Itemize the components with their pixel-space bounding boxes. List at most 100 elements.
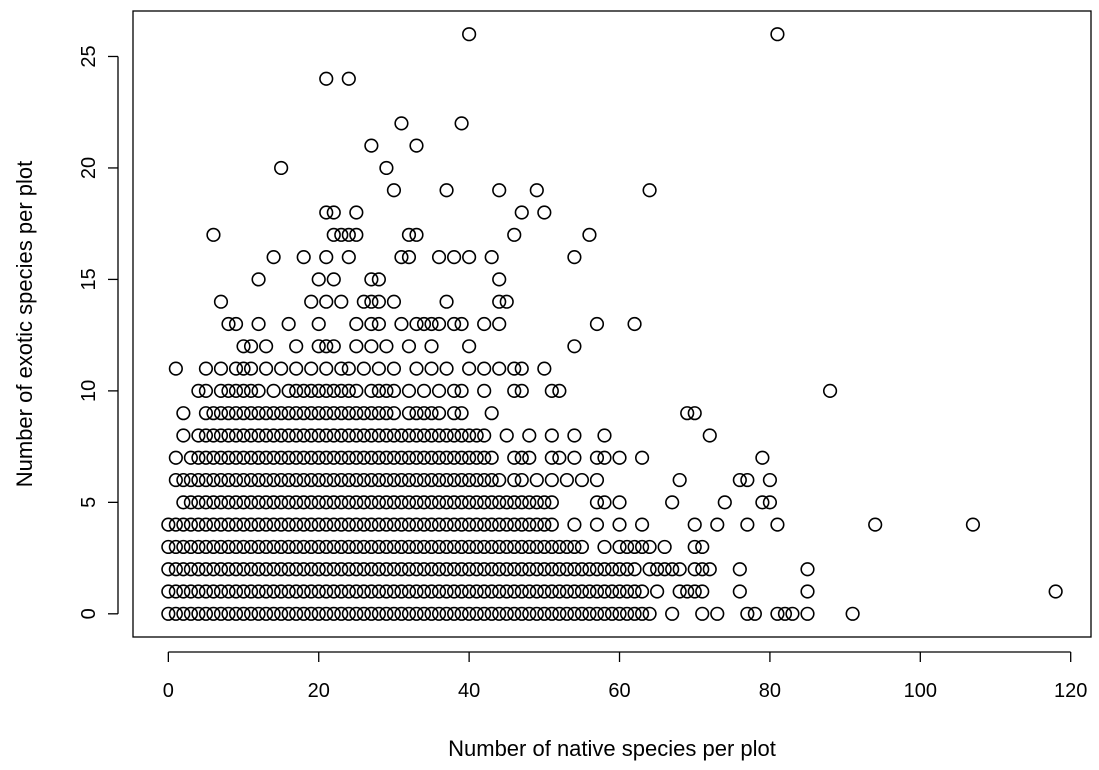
data-point (492, 495, 507, 510)
data-point (311, 562, 326, 577)
data-point (304, 539, 319, 555)
data-point (529, 562, 544, 577)
data-point (514, 205, 529, 220)
data-point (777, 606, 793, 621)
data-point (514, 517, 529, 532)
data-point (349, 472, 364, 488)
data-point (176, 562, 191, 577)
data-point (213, 428, 229, 443)
data-point (221, 495, 236, 510)
data-point (552, 539, 567, 555)
data-point (477, 606, 492, 621)
data-point (274, 517, 289, 532)
data-point (311, 472, 326, 488)
data-point (168, 539, 183, 555)
data-point (341, 562, 356, 577)
data-point (304, 428, 319, 443)
data-point (589, 472, 605, 488)
data-point (431, 316, 447, 332)
data-point (198, 428, 214, 443)
data-point (289, 584, 304, 599)
data-point (612, 584, 627, 599)
data-point (424, 339, 439, 354)
data-point (462, 517, 477, 532)
data-point (567, 250, 582, 265)
data-point (183, 562, 198, 577)
data-point (289, 606, 304, 621)
data-point (251, 562, 266, 577)
data-point (243, 606, 259, 621)
data-point (800, 606, 815, 621)
data-point (822, 383, 838, 398)
data-point (507, 450, 522, 465)
data-point (589, 495, 605, 510)
data-point (349, 562, 364, 577)
data-point (281, 539, 296, 555)
data-point (296, 450, 311, 465)
data-point (462, 250, 477, 265)
data-point (191, 383, 206, 398)
data-point (198, 406, 214, 421)
data-point (650, 562, 665, 577)
data-point (394, 495, 409, 510)
data-point (183, 495, 198, 510)
data-point (371, 539, 386, 555)
data-point (416, 406, 432, 421)
data-point (326, 517, 341, 532)
data-point (409, 361, 424, 376)
data-point (710, 517, 725, 532)
data-point (386, 428, 402, 443)
data-point (206, 584, 221, 599)
data-point (386, 294, 402, 309)
data-point (439, 428, 454, 443)
data-point (462, 428, 477, 443)
data-point (379, 406, 394, 421)
data-point (469, 584, 484, 599)
data-point (454, 517, 469, 532)
data-point (168, 361, 183, 376)
data-point (401, 606, 417, 621)
data-point (386, 539, 402, 555)
data-point (183, 472, 198, 488)
data-point (424, 517, 439, 532)
data-point (416, 562, 432, 577)
data-point (537, 606, 552, 621)
data-point (251, 472, 266, 488)
data-point (477, 361, 492, 376)
data-point (492, 472, 507, 488)
data-point (492, 183, 507, 198)
data-point (650, 584, 665, 599)
data-point (446, 495, 462, 510)
data-point (341, 450, 356, 465)
data-point (206, 428, 221, 443)
data-point (544, 495, 559, 510)
data-point (401, 517, 417, 532)
data-point (695, 539, 710, 555)
data-point (499, 584, 514, 599)
data-point (582, 606, 597, 621)
data-point (529, 539, 544, 555)
data-point (514, 539, 529, 555)
data-point (477, 383, 492, 398)
data-point (213, 539, 229, 555)
data-point (589, 562, 605, 577)
data-point (221, 606, 236, 621)
data-point (176, 539, 191, 555)
data-point (619, 539, 635, 555)
data-point (349, 584, 364, 599)
data-point (454, 539, 469, 555)
data-point (266, 584, 281, 599)
data-point (514, 495, 529, 510)
data-point (228, 406, 244, 421)
data-point (326, 406, 341, 421)
data-point (326, 428, 341, 443)
data-point (371, 272, 386, 287)
data-point (213, 562, 229, 577)
data-point (431, 383, 447, 398)
data-point (349, 383, 364, 398)
data-point (228, 450, 244, 465)
data-point (386, 406, 402, 421)
data-point (544, 383, 559, 398)
y-tick-label: 10 (78, 380, 100, 402)
data-point (221, 539, 236, 555)
